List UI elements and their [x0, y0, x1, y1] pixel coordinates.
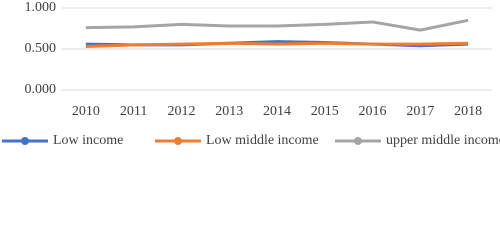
chart: 0.000 0.500 1.000 2010 2011 2012 2013 2014 2015 2… [2, 0, 500, 148]
x-tick-label: 2013 [215, 104, 243, 119]
y-tick-label: 1.000 [25, 0, 57, 15]
legend-label: Low middle income [206, 133, 319, 148]
series-line [85, 41, 469, 49]
x-tick-label: 2010 [72, 104, 100, 119]
legend-marker [21, 137, 29, 145]
x-tick-label: 2011 [120, 104, 147, 119]
y-tick-label: 0.500 [25, 41, 57, 56]
legend-label: Low income [53, 133, 123, 148]
x-tick-label: 2012 [167, 104, 195, 119]
x-tick-label: 2015 [311, 104, 339, 119]
legend-marker [174, 137, 182, 145]
series-line [85, 18, 469, 32]
y-tick-label: 0.000 [25, 82, 57, 97]
x-tick-label: 2016 [359, 104, 387, 119]
x-tick-label: 2017 [406, 104, 434, 119]
legend-label: upper middle income [386, 133, 500, 148]
legend-marker [354, 137, 362, 145]
x-tick-label: 2014 [263, 104, 291, 119]
x-tick-label: 2018 [454, 104, 482, 119]
